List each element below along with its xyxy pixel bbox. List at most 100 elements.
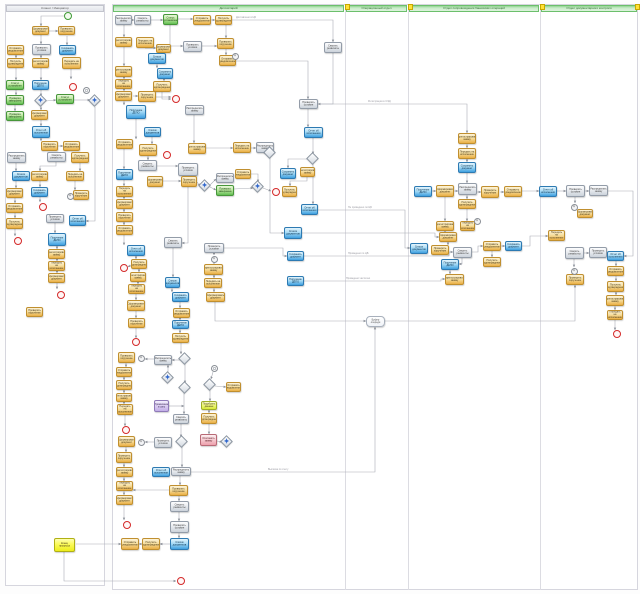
task-node[interactable]: Поручение ДЕПО (287, 276, 304, 286)
task-node[interactable]: Поручение ДЕПО (414, 186, 432, 197)
task-node[interactable]: Проверить условия (170, 521, 189, 533)
task-node[interactable]: Отправить уведомление (235, 169, 251, 179)
task-node[interactable]: Отправить уведомление (219, 55, 236, 66)
task-node[interactable]: Проверить поручение (138, 91, 156, 102)
task-node[interactable]: Проверить поручение (73, 190, 89, 200)
task-node[interactable]: Зарегистрировать заявку (436, 221, 454, 231)
task-node[interactable]: Сформировать документ (31, 110, 48, 120)
task-node[interactable]: Распределить заявку (589, 185, 608, 196)
task-node[interactable]: Отчет об исполнении (301, 204, 318, 215)
lane-header-3[interactable]: Отдел сопровождения банковских операций (409, 5, 539, 12)
end-event[interactable] (69, 83, 77, 91)
task-node[interactable]: Отправить уведомление (504, 186, 522, 197)
task-node[interactable]: Отчет об исполнении (32, 126, 50, 138)
task-node[interactable]: Проверить поручение (481, 186, 499, 198)
task-node[interactable]: Сверить реквизиты (324, 42, 342, 53)
task-node[interactable]: Отправить уведомление (607, 266, 624, 276)
task-node[interactable]: Отправить уведомление (7, 45, 24, 55)
task-node[interactable]: Получить подтверждение (458, 199, 476, 209)
task-node[interactable]: Сформировать документ (127, 300, 145, 311)
task-node[interactable]: Проверить условия (46, 214, 64, 223)
task-node[interactable]: Сохранить документ (287, 251, 304, 261)
task-node[interactable]: Передать на исполнение (116, 481, 133, 491)
lane-header-2[interactable]: Операционный отдел (346, 5, 407, 12)
intermediate-event[interactable]: ✕ (210, 255, 218, 263)
task-node[interactable]: Проверить условия (566, 185, 585, 197)
task-node[interactable]: Список документов (144, 127, 161, 137)
task-node[interactable]: Получить подтверждение (153, 81, 171, 92)
task-node[interactable]: Сохранить документ (31, 187, 48, 197)
task-node[interactable]: Проверка завершена (216, 185, 234, 196)
intermediate-event[interactable]: ✕ (231, 52, 239, 60)
task-node[interactable]: Сохранить документ (59, 45, 76, 55)
task-node[interactable]: Зарегистрировать заявку (204, 264, 223, 275)
intermediate-event[interactable]: ✕ (570, 203, 578, 211)
end-event[interactable] (163, 151, 171, 159)
intermediate-event[interactable]: ✕ (137, 354, 145, 362)
task-node[interactable]: Сформировать документ (6, 188, 23, 198)
task-node[interactable]: Отправить уведомление (116, 225, 133, 235)
task-node[interactable]: Сохранить документ (172, 292, 189, 302)
task-node[interactable]: Проверить условия (183, 41, 202, 52)
task-node[interactable]: Проверить поручение (566, 274, 584, 285)
task-node[interactable]: Распределить заявку (171, 467, 191, 476)
task-node[interactable]: Проверить поручение (116, 212, 133, 222)
task-node[interactable]: Передать на исполнение (66, 171, 84, 181)
task-node[interactable]: Список документов (12, 171, 30, 181)
task-node[interactable]: Сформировать документ (116, 199, 133, 209)
task-node[interactable]: Проверить поручение (217, 38, 234, 49)
task-node[interactable]: Проверить условия (299, 99, 318, 109)
task-node[interactable]: Сверить реквизиты (170, 501, 189, 512)
task-node[interactable]: Сверить реквизиты (173, 414, 189, 424)
task-node[interactable]: Сохранить документ (157, 68, 173, 79)
lane-header-4[interactable]: Отдел документарного контроля (541, 5, 637, 12)
task-node[interactable]: Зарегистрировать заявку (115, 37, 132, 47)
intermediate-event[interactable]: ✕ (473, 217, 481, 225)
pool-header[interactable]: Клиент / Инициатор (6, 5, 104, 12)
task-node[interactable]: Отправить уведомление (226, 382, 241, 392)
task-node[interactable]: Список документов (165, 277, 180, 288)
task-node[interactable]: Сформировать документ (577, 209, 593, 218)
end-event[interactable] (57, 291, 65, 299)
task-node[interactable]: Передать на исполнение (204, 278, 222, 288)
task-node[interactable]: Получить подтверждение (282, 186, 297, 197)
task-node[interactable]: Проверка завершена (6, 95, 24, 105)
end-event[interactable] (132, 338, 140, 346)
task-node[interactable]: Проверить поручение (431, 245, 449, 255)
task-node[interactable]: Отправить уведомление (6, 203, 23, 213)
intermediate-event[interactable]: ✕ (570, 267, 578, 275)
task-node[interactable]: Проверить поручение (26, 307, 43, 317)
task-node[interactable]: Распределить заявку (115, 15, 132, 25)
task-node[interactable]: Сформировать документ (118, 436, 135, 447)
task-node[interactable]: Получить подтверждение (131, 259, 147, 269)
task-node[interactable]: Зарегистрировать заявку (300, 167, 315, 177)
task-node[interactable]: Получить подтверждение (139, 144, 157, 156)
task-node[interactable]: Поручение ДЕПО (48, 233, 66, 246)
task-node[interactable]: Отчет об исполнении (304, 127, 323, 138)
task-node[interactable]: Проверить поручение (41, 141, 58, 151)
lane-header-1[interactable]: Депозитарий (113, 5, 344, 12)
task-node[interactable]: Распределить заявку (154, 355, 172, 365)
task-node[interactable]: Список документов (148, 53, 166, 64)
end-event[interactable] (272, 188, 280, 196)
task-node[interactable]: Проверка завершена (6, 111, 24, 121)
task-node[interactable]: Отчет об исполнении (127, 245, 145, 256)
task-node[interactable]: Буфер очереди (366, 316, 385, 327)
task-node[interactable]: Сверить реквизиты (47, 152, 66, 162)
task-node[interactable]: Зарегистрировать заявку (31, 171, 48, 181)
task-node[interactable]: Сформировать документ (48, 273, 65, 283)
task-node[interactable]: Статус установлен (163, 14, 178, 25)
task-node[interactable]: Отправить уведомление (121, 538, 139, 550)
intermediate-event[interactable]: ✕ (137, 438, 145, 446)
task-node[interactable]: Передать на исполнение (48, 261, 65, 271)
task-node[interactable]: Отправить уведомление (483, 241, 501, 251)
task-node[interactable]: Передать на исполнение (117, 404, 133, 415)
task-node[interactable]: Отправить уведомление (193, 15, 211, 25)
end-event[interactable] (14, 237, 22, 245)
task-node[interactable]: Проверить условия (178, 163, 198, 176)
task-node[interactable]: Отчет об исполнении (607, 251, 624, 261)
end-event[interactable] (120, 264, 128, 272)
task-node[interactable]: Зарегистрировать заявку (606, 295, 624, 306)
task-node[interactable]: Отчет об исполнении (69, 215, 86, 226)
task-node[interactable]: Сохранить документ (280, 168, 296, 179)
